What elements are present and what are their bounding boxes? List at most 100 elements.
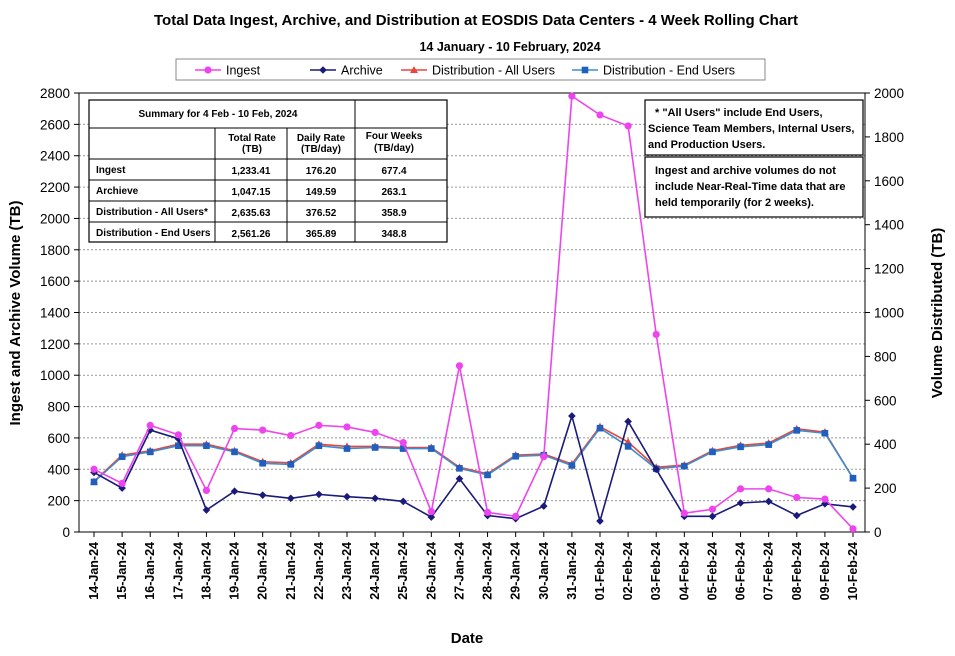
x-tick-label: 31-Jan-24 (565, 542, 579, 600)
x-tick-label: 25-Jan-24 (396, 542, 410, 600)
row-dist-all-total: 2,635.63 (232, 208, 271, 219)
right-tick-label: 1600 (874, 174, 904, 189)
left-tick-label: 600 (47, 431, 70, 446)
distribution-end-users-point (624, 443, 632, 450)
series-distribution-all-users (90, 422, 857, 485)
left-tick-label: 1200 (40, 337, 70, 352)
distribution-end-users-point (681, 462, 688, 470)
archive-point (652, 465, 661, 474)
legend-item-archive: Archive (310, 64, 383, 78)
header-total-rate: Total Rate (228, 133, 276, 144)
archive-point (708, 512, 717, 521)
archive-point (764, 497, 773, 506)
row-dist-end-label: Distribution - End Users (96, 228, 211, 239)
distribution-end-users-point (596, 424, 604, 432)
distribution-end-users-line (93, 427, 854, 483)
x-tick-label: 10-Feb-24 (846, 542, 860, 600)
x-tick-label: 08-Feb-24 (790, 542, 804, 600)
x-tick-label: 01-Feb-24 (593, 542, 607, 600)
archive-point (568, 412, 576, 420)
ingest-point (315, 421, 323, 429)
right-tick-label: 2000 (874, 86, 904, 101)
x-tick-label: 29-Jan-24 (509, 542, 523, 600)
distribution-all-users-line (93, 425, 854, 483)
x-tick-label: 30-Jan-24 (537, 542, 551, 600)
series-distribution-end-users (90, 424, 857, 486)
right-tick-label: 1000 (874, 306, 904, 321)
left-tick-label: 800 (47, 400, 70, 415)
right-tick-label: 400 (874, 437, 897, 452)
note1-line3: and Production Users. (648, 139, 765, 151)
legend-item-ingest: Ingest (195, 64, 261, 78)
x-tick-label: 04-Feb-24 (677, 542, 691, 600)
header-daily-rate: Daily Rate (297, 133, 346, 144)
x-tick-label: 18-Jan-24 (199, 542, 213, 600)
legend-label: Archive (341, 64, 383, 78)
ingest-point (146, 421, 154, 429)
ingest-point (343, 423, 351, 431)
row-ingest-daily: 176.20 (306, 166, 337, 177)
archive-point (371, 494, 379, 503)
distribution-end-users-point (371, 444, 379, 451)
ingest-point (202, 486, 211, 495)
x-tick-label: 06-Feb-24 (734, 542, 748, 600)
ingest-point (568, 92, 576, 100)
distribution-end-users-point (146, 448, 154, 456)
ingest-point (765, 485, 773, 493)
left-tick-label: 2200 (40, 180, 70, 195)
distribution-end-users-point (428, 445, 435, 452)
row-dist-end-four: 348.8 (381, 229, 406, 240)
ingest-point (427, 508, 435, 516)
legend-item-distribution-all-users: Distribution - All Users (401, 64, 555, 78)
left-tick-label: 2000 (40, 211, 70, 226)
right-axis: 0 200 400 600 800 1000 1200 1400 1600 1800 2000 (865, 86, 904, 540)
distribution-end-users-point (287, 461, 295, 468)
ingest-point (624, 122, 632, 130)
left-tick-label: 1400 (40, 306, 70, 321)
x-tick-label: 26-Jan-24 (424, 542, 438, 600)
distribution-end-users-point (175, 442, 182, 450)
right-tick-label: 1200 (874, 262, 904, 277)
distribution-end-users-point (737, 443, 744, 451)
archive-point (230, 487, 239, 496)
archive-point (146, 426, 155, 434)
x-tick-label: 19-Jan-24 (228, 542, 242, 600)
legend-item-distribution-end-users: Distribution - End Users (572, 64, 735, 78)
legend: Ingest Archive Distribution - All Users Dis… (175, 58, 766, 81)
ingest-point (821, 495, 829, 503)
ingest-point (399, 439, 407, 447)
note2-line3: held temporarily (for 2 weeks). (655, 197, 814, 209)
legend-marker (204, 66, 212, 74)
row-dist-end-daily: 365.89 (306, 229, 337, 240)
header-four-weeks: Four Weeks (366, 131, 423, 142)
archive-line (93, 413, 854, 525)
ingest-point (483, 508, 492, 517)
x-tick-label: 17-Jan-24 (171, 542, 185, 600)
left-tick-label: 200 (47, 494, 70, 509)
right-tick-label: 0 (874, 525, 882, 540)
right-axis-title: Volume Distributed (TB) (929, 228, 946, 399)
archive-point (315, 490, 323, 499)
header-four-unit: (TB/day) (374, 143, 414, 154)
ingest-point (371, 428, 379, 437)
x-tick-label: 27-Jan-24 (452, 542, 466, 600)
archive-point (736, 499, 745, 507)
ingest-point (736, 485, 745, 493)
distribution-end-users-point (399, 445, 407, 452)
x-tick-label: 07-Feb-24 (762, 542, 776, 600)
archive-point (596, 517, 604, 525)
x-tick-label: 21-Jan-24 (284, 542, 298, 600)
ingest-point (259, 426, 267, 434)
header-total-unit: (TB) (242, 144, 262, 155)
notes: * "All Users" include End Users, Science… (644, 99, 864, 218)
row-archive-label: Archieve (96, 186, 139, 197)
chart-title: Total Data Ingest, Archive, and Distribu… (154, 12, 798, 29)
archive-point (624, 417, 632, 426)
left-tick-label: 0 (62, 525, 70, 540)
left-tick-label: 1600 (40, 274, 70, 289)
ingest-point (287, 431, 295, 440)
series-layer (90, 92, 857, 533)
row-dist-all-four: 358.9 (381, 208, 406, 219)
ingest-point (793, 493, 801, 502)
